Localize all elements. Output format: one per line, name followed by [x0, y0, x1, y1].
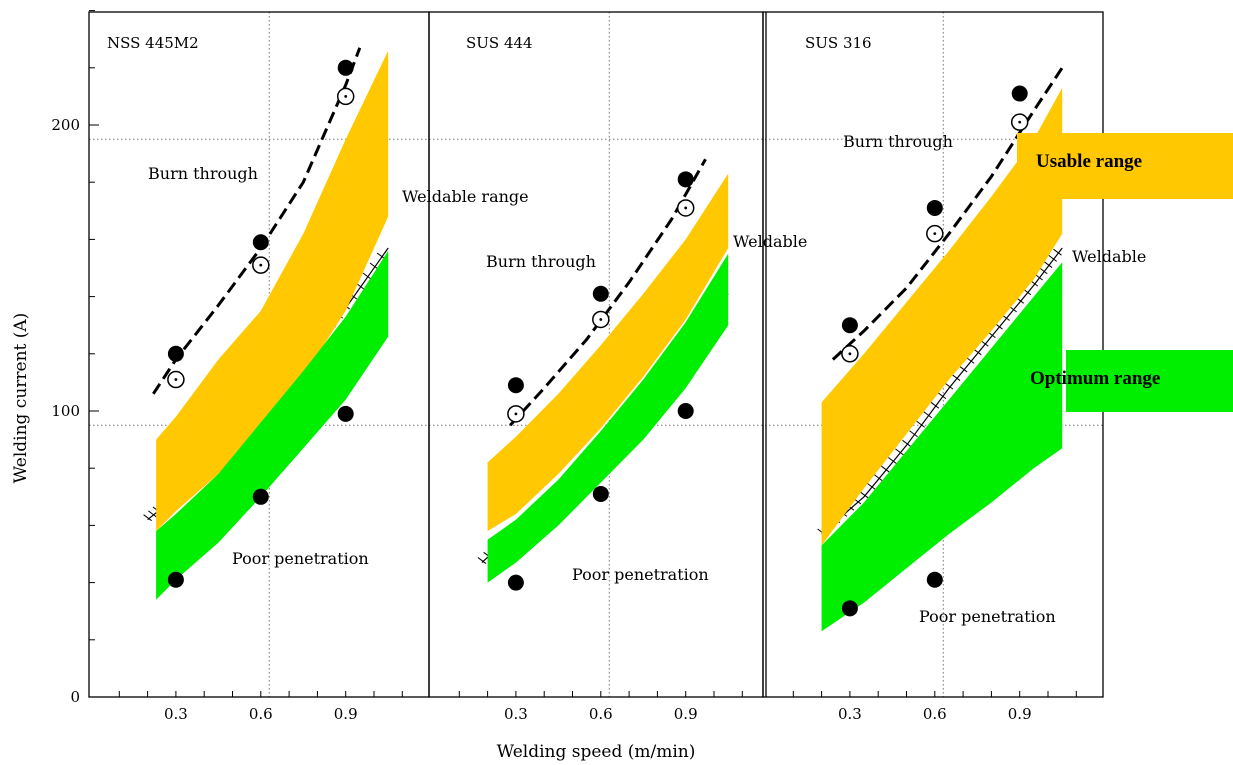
x-tick-label: 0.6	[589, 705, 613, 723]
x-tick-label: 0.6	[923, 705, 947, 723]
x-tick-label: 0.3	[504, 705, 528, 723]
y-tick-label: 100	[51, 402, 80, 420]
panel-2: 0.3 0.6 0.9 SUS 444 Burn through Weldable Poor…	[428, 11, 807, 723]
open-point-dot	[1018, 120, 1022, 124]
filled-point	[252, 488, 269, 505]
region-label-lower: Poor penetration	[232, 549, 369, 568]
filled-point	[841, 600, 858, 617]
hatch-mark	[965, 356, 975, 364]
panel-3: 0.3 0.6 0.9 SUS 316 Burn through Weldable Poor…	[762, 11, 1146, 723]
hatch-mark	[880, 465, 890, 473]
x-tick-label: 0.9	[674, 705, 698, 723]
region-label-upper: Burn through	[148, 164, 258, 183]
usable-range-area	[487, 173, 729, 532]
filled-point	[252, 234, 269, 251]
lower-boundary-line	[821, 247, 1063, 535]
legend-swatch-2	[1066, 350, 1233, 412]
legend-label-2: Optimum range	[1030, 368, 1160, 389]
filled-point	[167, 571, 184, 588]
filled-point	[1011, 85, 1028, 102]
hatch-mark	[895, 448, 904, 456]
filled-point	[592, 285, 609, 302]
region-label-upper: Burn through	[486, 252, 596, 271]
y-tick-label: 0	[70, 688, 80, 706]
hatch-mark	[1048, 254, 1058, 262]
filled-point	[926, 571, 943, 588]
region-label-middle: Weldable	[733, 232, 807, 251]
open-point-dot	[933, 232, 937, 236]
region-label-lower: Poor penetration	[919, 607, 1056, 626]
optimum-range-area	[821, 262, 1063, 632]
hatch-mark	[859, 491, 869, 499]
hatch-mark	[923, 411, 933, 419]
panels-layer: 0.3 0.6 0.9 NSS 445M2 Burn through Weldable r…	[88, 11, 1146, 723]
panel-title: NSS 445M2	[107, 34, 199, 52]
x-tick-label: 0.9	[334, 705, 358, 723]
hatch-mark	[362, 272, 372, 280]
hatch-mark	[958, 365, 968, 373]
x-tick-label: 0.3	[164, 705, 188, 723]
open-point-dot	[599, 318, 603, 321]
hatch-mark	[951, 374, 961, 381]
open-point-dot	[514, 412, 518, 416]
hatch-mark	[888, 457, 897, 464]
panel-1: 0.3 0.6 0.9 NSS 445M2 Burn through Weldable r…	[88, 11, 529, 723]
region-label-upper: Burn through	[843, 132, 953, 151]
usable-range-area	[156, 50, 389, 532]
x-tick-label: 0.9	[1008, 705, 1032, 723]
open-point-dot	[259, 263, 263, 267]
optimum-range-area	[156, 250, 389, 600]
y-axis-title: Welding current (A)	[11, 313, 31, 484]
region-label-lower: Poor penetration	[572, 565, 709, 584]
hatch-mark	[937, 392, 947, 400]
open-point-dot	[344, 95, 348, 98]
burn-through-line	[831, 66, 1064, 361]
y-tick-label: 200	[51, 116, 80, 134]
x-tick-label: 0.3	[838, 705, 862, 723]
filled-point	[337, 405, 354, 422]
filled-point	[167, 345, 184, 362]
filled-point	[592, 485, 609, 502]
hatch-mark	[930, 401, 940, 409]
panel-title: SUS 444	[466, 34, 533, 52]
filled-point	[507, 377, 524, 394]
region-label-middle: Weldable range	[402, 187, 529, 206]
open-point-dot	[174, 378, 178, 381]
hatch-mark	[866, 482, 876, 490]
legend-label-1: Usable range	[1036, 151, 1142, 172]
panel-title: SUS 316	[805, 34, 872, 52]
x-tick-label: 0.6	[249, 705, 273, 723]
region-label-middle: Weldable	[1072, 247, 1146, 266]
hatch-mark	[873, 474, 883, 482]
legend-swatch-1	[1017, 133, 1233, 199]
usable-range-area	[821, 87, 1063, 546]
x-axis-title: Welding speed (m/min)	[497, 742, 696, 762]
hatch-mark	[902, 439, 911, 447]
hatch-mark	[143, 514, 152, 522]
hatch-mark	[1038, 267, 1048, 275]
optimum-range-area	[487, 253, 729, 583]
hatch-mark	[1053, 248, 1062, 256]
filled-point	[677, 403, 694, 419]
filled-point	[677, 171, 694, 188]
hatch-mark	[369, 262, 379, 270]
legend: Usable range Optimum range	[1017, 133, 1233, 412]
open-point-dot	[848, 352, 852, 356]
filled-point	[507, 574, 524, 591]
filled-point	[841, 317, 858, 334]
filled-point	[926, 199, 943, 216]
filled-point	[337, 59, 354, 76]
hatch-mark	[944, 382, 954, 390]
hatch-mark	[916, 420, 925, 428]
hatch-mark	[1043, 261, 1053, 268]
hatch-mark	[909, 430, 918, 438]
open-point-dot	[684, 206, 688, 210]
hatch-mark	[477, 557, 487, 564]
hatch-mark	[148, 510, 157, 518]
